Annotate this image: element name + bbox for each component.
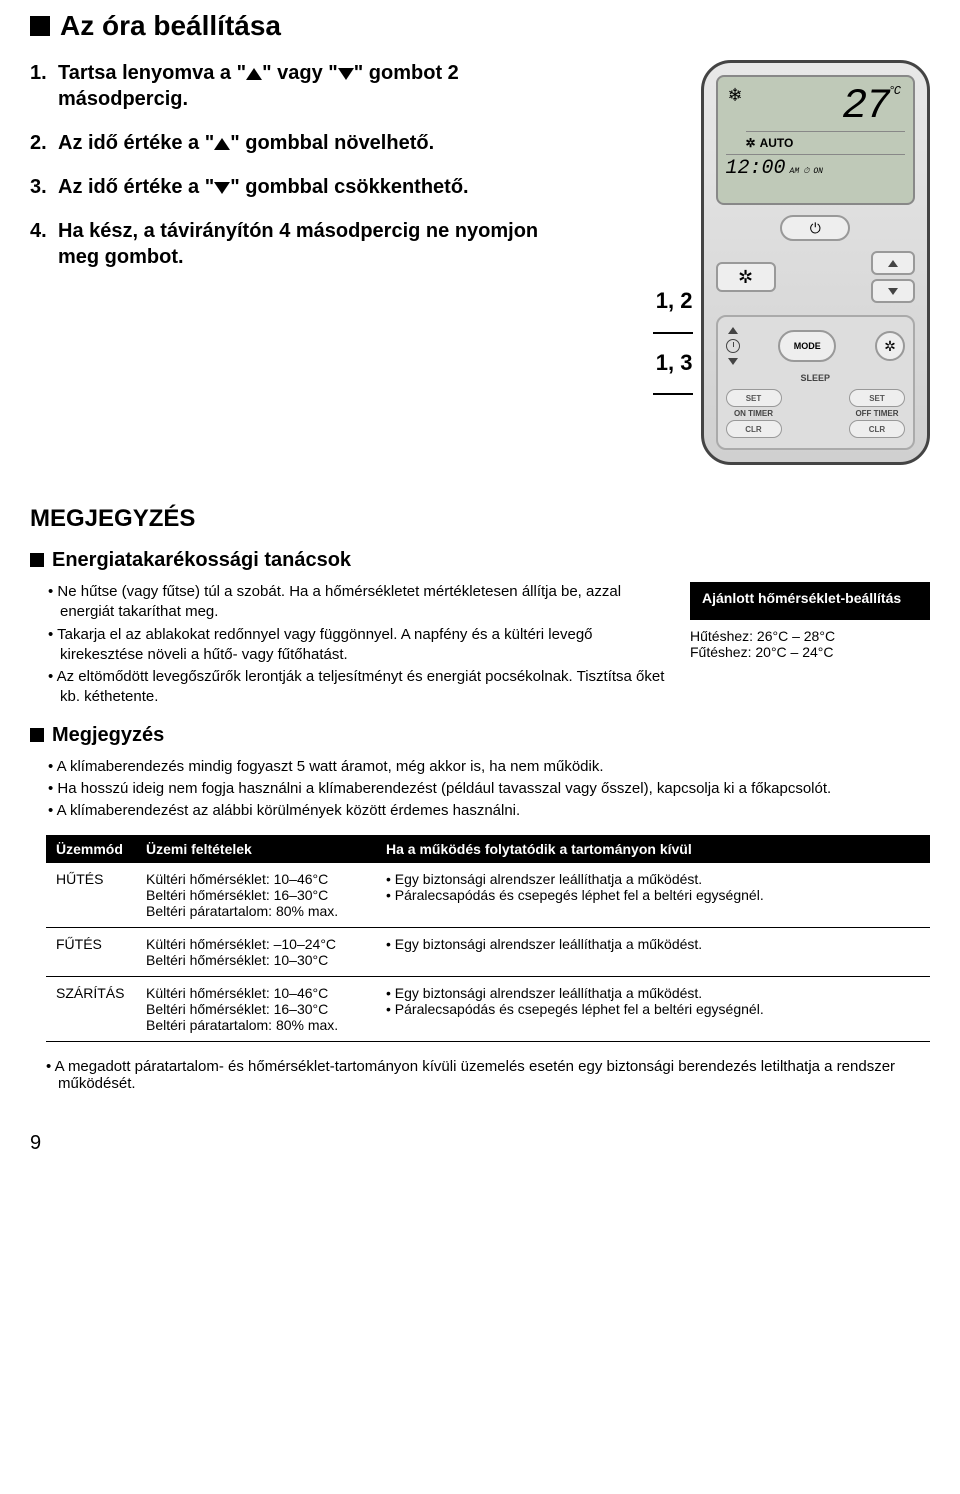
energy-tip: Az eltömődött levegőszűrők lerontják a t… — [48, 667, 670, 708]
off-timer-clr-button[interactable]: CLR — [849, 420, 905, 438]
effects-cell: Egy biztonsági alrendszer leállíthatja a… — [376, 977, 930, 1042]
off-timer-label: OFF TIMER — [855, 409, 898, 418]
notes-heading: MEGJEGYZÉS — [30, 505, 930, 533]
reco-title: Ajánlott hőmérséklet-beállítás — [702, 590, 918, 606]
note-items: A klímaberendezés mindig fogyaszt 5 watt… — [30, 757, 930, 822]
table-row: SZÁRÍTÁSKültéri hőmérséklet: 10–46°CBelt… — [46, 977, 930, 1042]
mode-cell: SZÁRÍTÁS — [46, 977, 136, 1042]
step-2: 2. Az idő értéke a "" gombbal növelhető. — [30, 130, 580, 156]
effects-cell: Egy biztonsági alrendszer leállíthatja a… — [376, 863, 930, 928]
step-4: 4. Ha kész, a távirányítón 4 másodpercig… — [30, 218, 580, 270]
lcd-mode: ✲AUTO — [746, 131, 906, 150]
snowflake-icon: ❄ — [728, 85, 743, 106]
col-conditions: Üzemi feltételek — [136, 835, 376, 863]
triangle-down-icon — [214, 182, 230, 194]
time-adjust-buttons[interactable] — [726, 327, 740, 365]
cond-cell: Kültéri hőmérséklet: 10–46°CBeltéri hőmé… — [136, 863, 376, 928]
note-item: Ha hosszú ideig nem fogja használni a kl… — [48, 779, 930, 799]
effects-cell: Egy biztonsági alrendszer leállíthatja a… — [376, 928, 930, 977]
energy-tips-title: Energiatakarékossági tanácsok — [30, 549, 930, 572]
steps-list: 1. Tartsa lenyomva a "" vagy "" gombot 2… — [30, 60, 580, 465]
time-down-icon — [728, 358, 738, 365]
lcd-time: 12:00 AM ⏱ ON — [726, 154, 906, 180]
remote-lower-panel: MODE ✲ SLEEP SET ON TIMER CLR SET OFF TI… — [716, 315, 916, 450]
fan-button[interactable]: ✲ — [716, 262, 776, 292]
page-title: Az óra beállítása — [30, 10, 930, 42]
remote-control: ❄ 27°C ✲AUTO 12:00 AM ⏱ ON ⏻ ✲ — [701, 60, 931, 465]
off-timer-set-button[interactable]: SET — [849, 389, 905, 407]
mode-button[interactable]: MODE — [778, 330, 836, 362]
reco-line: Fűtéshez: 20°C – 24°C — [690, 644, 930, 660]
recommended-temp-box: Ajánlott hőmérséklet-beállítás Hűtéshez:… — [690, 582, 930, 660]
table-row: FŰTÉSKültéri hőmérséklet: –10–24°CBeltér… — [46, 928, 930, 977]
on-timer-set-button[interactable]: SET — [726, 389, 782, 407]
callout-labels: 1, 2 1, 3 — [610, 286, 693, 409]
square-bullet-icon — [30, 553, 44, 567]
col-effects: Ha a működés folytatódik a tartományon k… — [376, 835, 930, 863]
clock-icon — [726, 339, 740, 353]
note-item: A klímaberendezés mindig fogyaszt 5 watt… — [48, 757, 930, 777]
mode-cell: FŰTÉS — [46, 928, 136, 977]
note-item: A klímaberendezést az alábbi körülmények… — [48, 801, 930, 821]
reco-line: Hűtéshez: 26°C – 28°C — [690, 628, 930, 644]
time-up-icon — [728, 327, 738, 334]
fan-icon: ✲ — [746, 136, 756, 150]
power-button[interactable]: ⏻ — [780, 215, 850, 241]
swing-button[interactable]: ✲ — [875, 331, 905, 361]
step-3: 3. Az idő értéke a "" gombbal csökkenthe… — [30, 174, 580, 200]
on-timer-clr-button[interactable]: CLR — [726, 420, 782, 438]
on-timer-label: ON TIMER — [734, 409, 773, 418]
step-1: 1. Tartsa lenyomva a "" vagy "" gombot 2… — [30, 60, 580, 112]
operating-conditions-table: Üzemmód Üzemi feltételek Ha a működés fo… — [46, 835, 930, 1042]
triangle-up-icon — [214, 138, 230, 150]
triangle-down-icon — [338, 68, 354, 80]
footer-note: A megadott páratartalom- és hőmérséklet-… — [46, 1058, 930, 1092]
cond-cell: Kültéri hőmérséklet: –10–24°CBeltéri hőm… — [136, 928, 376, 977]
energy-tip: Takarja el az ablakokat redőnnyel vagy f… — [48, 625, 670, 666]
cond-cell: Kültéri hőmérséklet: 10–46°CBeltéri hőmé… — [136, 977, 376, 1042]
table-row: HŰTÉSKültéri hőmérséklet: 10–46°CBeltéri… — [46, 863, 930, 928]
energy-tips-list: Ne hűtse (vagy fűtse) túl a szobát. Ha a… — [30, 582, 670, 710]
square-bullet-icon — [30, 728, 44, 742]
mode-cell: HŰTÉS — [46, 863, 136, 928]
square-bullet-icon — [30, 16, 50, 36]
sleep-label: SLEEP — [726, 373, 906, 383]
temp-down-button[interactable] — [871, 279, 915, 303]
lcd-display: ❄ 27°C ✲AUTO 12:00 AM ⏱ ON — [716, 75, 916, 205]
note-subtitle: Megjegyzés — [30, 724, 930, 747]
title-text: Az óra beállítása — [60, 10, 281, 42]
lcd-temperature: 27°C — [726, 85, 906, 127]
temp-up-button[interactable] — [871, 251, 915, 275]
energy-tip: Ne hűtse (vagy fűtse) túl a szobát. Ha a… — [48, 582, 670, 623]
col-mode: Üzemmód — [46, 835, 136, 863]
page-number: 9 — [30, 1132, 930, 1155]
triangle-up-icon — [246, 68, 262, 80]
